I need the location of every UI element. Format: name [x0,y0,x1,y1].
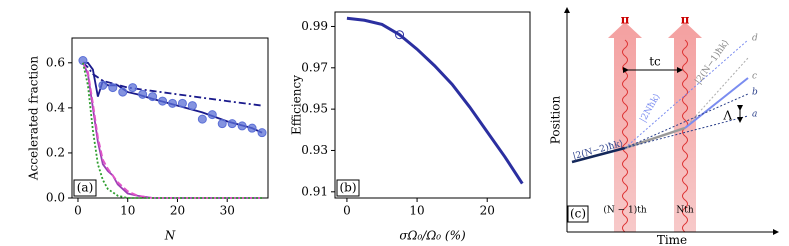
series-line [346,16,524,185]
pulse-index: Nth [676,206,693,216]
y-tick-label: 0.2 [46,145,65,159]
x-tick-label: 20 [480,204,495,218]
panel-box [336,179,360,197]
y-axis-label: Efficiency [290,75,304,135]
data-point [158,96,168,106]
y-tick-label: 0.91 [301,184,328,198]
data-point [187,101,197,111]
y-axis-label: Position [549,96,563,145]
x-tick-label: 30 [220,204,235,218]
y-tick-label: 0.99 [301,19,328,33]
pulse-index: (N − 1)th [603,205,647,216]
y-tick-label: 0.95 [301,102,328,116]
line-label: d [752,34,758,44]
line-label: a [752,110,757,120]
state-label: |2(N−1)ħk⟩ [693,38,732,87]
data-point [108,83,118,93]
data-point [395,30,405,40]
data-point [207,110,217,120]
x-tick-label: 10 [409,204,424,218]
x-axis-label: N [164,229,176,243]
line-label: b [752,88,758,98]
data-point [257,128,267,138]
state-label: |2Nħk⟩ [638,92,662,124]
data-point [217,119,227,129]
data-point [197,114,207,124]
gap-label: Λ [722,109,732,123]
data-point [247,123,257,133]
pulse-beam [608,22,642,232]
path-segment [684,77,749,129]
interval-label: tc [649,55,661,69]
x-tick-label: 20 [170,204,185,218]
panel-label: (c) [570,207,586,221]
path-segment [571,146,626,164]
x-tick-label: 10 [120,204,135,218]
y-tick-label: 0.4 [46,100,65,114]
data-point [177,98,187,108]
pulse-label: π [681,13,690,27]
path-segment [624,115,749,149]
data-point [118,87,128,97]
x-tick-label: 0 [74,204,82,218]
plot-frame [334,11,531,199]
panel-box [567,205,589,223]
wave [682,39,688,233]
y-tick-label: 0.97 [301,60,328,74]
y-axis-label: Accelerated fraction [27,56,41,181]
path-segment [624,126,686,150]
y-tick-label: 0.93 [301,143,328,157]
path-segment [624,39,749,149]
x-tick-label: 0 [343,204,351,218]
x-axis-label: Time [657,233,687,246]
series-line [82,61,263,134]
data-point [128,83,138,93]
data-point [148,92,158,102]
y-tick-label: 0.6 [46,55,65,69]
line-label: c [752,72,757,82]
diagram: (c) π π tc Position Time |2(N−2)ħk⟩ |2Nħ… [549,7,779,246]
x-axis-label: σΩ₀/Ω₀ (%) [399,229,466,243]
pulse-label: π [621,13,630,27]
data-point [98,80,108,90]
data-point [237,121,247,131]
panel-label: (a) [77,181,94,195]
panel-label: (b) [339,181,356,195]
data-point [167,98,177,108]
y-tick-label: 0.0 [46,191,65,205]
data-point [227,119,237,129]
panel-box [73,179,97,197]
series-line [82,62,263,199]
series-line [82,62,263,199]
data-point [138,89,148,99]
